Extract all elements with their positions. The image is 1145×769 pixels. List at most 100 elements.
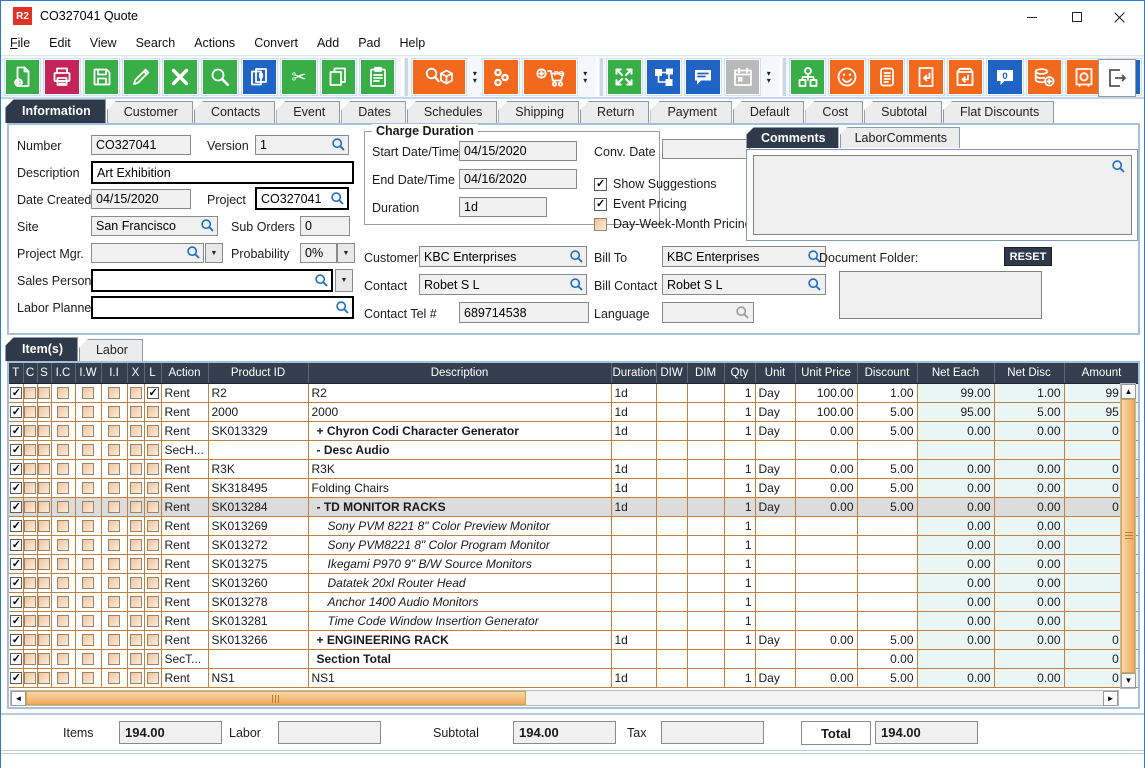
row-checkbox[interactable] — [24, 501, 36, 514]
tab-subtotal[interactable]: Subtotal — [864, 101, 942, 123]
conv-date-field[interactable] — [662, 139, 750, 159]
version-field[interactable]: 1 — [255, 135, 349, 155]
site-search-icon[interactable] — [200, 218, 215, 233]
row-checkbox[interactable] — [57, 596, 69, 609]
column-header-discount[interactable]: Discount — [857, 363, 918, 384]
row-checkbox[interactable] — [146, 539, 159, 552]
row-checkbox[interactable] — [82, 596, 94, 609]
org-chart-button[interactable] — [789, 57, 827, 96]
language-search-icon[interactable] — [735, 305, 750, 320]
row-checkbox[interactable] — [57, 520, 69, 533]
row-checkbox[interactable] — [108, 501, 120, 514]
row-checkbox[interactable] — [108, 615, 120, 628]
column-header-x[interactable]: X — [127, 363, 145, 384]
row-checkbox[interactable] — [24, 615, 36, 628]
row-checkbox[interactable] — [9, 557, 22, 571]
copy-button[interactable] — [319, 57, 357, 96]
row-checkbox[interactable] — [129, 539, 142, 552]
column-header-t[interactable]: T — [9, 363, 24, 384]
row-checkbox[interactable] — [38, 463, 50, 476]
row-checkbox[interactable] — [129, 482, 142, 495]
bill-to-field[interactable]: KBC Enterprises — [662, 246, 826, 267]
cut-button[interactable]: ✂ — [280, 57, 318, 96]
menu-pad[interactable]: Pad — [358, 36, 381, 50]
tab-return[interactable]: Return — [579, 101, 650, 123]
column-header-l[interactable]: L — [144, 363, 162, 384]
labor-planner-field[interactable] — [91, 296, 354, 319]
flowchart-button[interactable] — [644, 57, 683, 96]
document-folder-box[interactable] — [839, 271, 1042, 319]
row-checkbox[interactable] — [82, 444, 94, 457]
find-product-button[interactable] — [411, 57, 468, 96]
row-checkbox[interactable] — [57, 615, 69, 628]
column-header-i-i[interactable]: I.I — [101, 363, 128, 384]
vertical-scrollbar[interactable]: ▲ ▼ — [1120, 383, 1136, 689]
smiley-button[interactable] — [828, 57, 866, 96]
language-field[interactable] — [662, 302, 754, 323]
scroll-list-button[interactable] — [867, 57, 906, 96]
row-checkbox[interactable] — [9, 614, 22, 628]
save-button[interactable] — [82, 57, 121, 96]
customer-search-icon[interactable] — [569, 249, 584, 264]
sales-person-dropdown[interactable]: ▼ — [335, 269, 353, 292]
column-header-unit-price[interactable]: Unit Price — [795, 363, 858, 384]
row-checkbox[interactable] — [82, 672, 94, 685]
row-checkbox[interactable] — [57, 558, 69, 571]
row-checkbox[interactable] — [129, 406, 142, 419]
row-checkbox[interactable] — [108, 596, 120, 609]
row-checkbox[interactable] — [129, 672, 142, 685]
description-field[interactable]: Art Exhibition — [91, 161, 354, 184]
row-checkbox[interactable] — [108, 653, 120, 666]
row-checkbox[interactable] — [57, 406, 69, 419]
menu-convert[interactable]: Convert — [254, 36, 298, 50]
copy-zero-button[interactable]: 0 — [240, 57, 279, 96]
project-mgr-field[interactable] — [91, 243, 204, 263]
row-checkbox[interactable] — [108, 406, 120, 419]
table-row[interactable]: SecH... - Desc Audio — [9, 440, 1138, 460]
row-checkbox[interactable] — [146, 501, 159, 514]
add-po-cart-button[interactable]: PO — [521, 57, 578, 96]
row-checkbox[interactable] — [146, 558, 159, 571]
row-checkbox[interactable] — [9, 500, 22, 514]
row-checkbox[interactable] — [38, 520, 50, 533]
column-header-net-disc[interactable]: Net Disc — [994, 363, 1065, 384]
box-return-button[interactable] — [946, 57, 985, 96]
comment-button[interactable] — [684, 57, 722, 96]
row-checkbox[interactable] — [57, 425, 69, 438]
row-checkbox[interactable] — [146, 406, 159, 419]
contact-field[interactable]: Robet S L — [419, 274, 587, 295]
column-header-net-each[interactable]: Net Each — [917, 363, 995, 384]
sales-person-field[interactable] — [91, 269, 333, 292]
dwm-pricing-checkbox[interactable] — [594, 217, 607, 231]
tab-contacts[interactable]: Contacts — [193, 101, 276, 123]
menu-edit[interactable]: Edit — [49, 36, 71, 50]
column-header-s[interactable]: S — [37, 363, 52, 384]
delete-button[interactable] — [161, 57, 200, 96]
row-checkbox[interactable] — [82, 653, 94, 666]
bill-to-search-icon[interactable] — [807, 249, 822, 264]
row-checkbox[interactable] — [82, 577, 94, 590]
row-checkbox[interactable] — [108, 558, 120, 571]
project-field[interactable]: CO327041 — [255, 187, 349, 210]
row-checkbox[interactable] — [38, 387, 50, 400]
project-mgr-search-icon[interactable] — [186, 245, 201, 260]
column-header-c[interactable]: C — [23, 363, 38, 384]
calendar-button[interactable] — [723, 57, 762, 96]
row-checkbox[interactable] — [146, 672, 159, 685]
event-pricing-checkbox[interactable] — [594, 197, 607, 211]
row-checkbox[interactable] — [108, 482, 120, 495]
row-checkbox[interactable] — [38, 672, 50, 685]
row-checkbox[interactable] — [57, 672, 69, 685]
row-checkbox[interactable] — [57, 482, 69, 495]
row-checkbox[interactable] — [57, 577, 69, 590]
row-checkbox[interactable] — [129, 653, 142, 666]
row-checkbox[interactable] — [9, 386, 22, 400]
toolbar-dropdown-arrows[interactable]: ▾ ▾ — [766, 68, 771, 85]
